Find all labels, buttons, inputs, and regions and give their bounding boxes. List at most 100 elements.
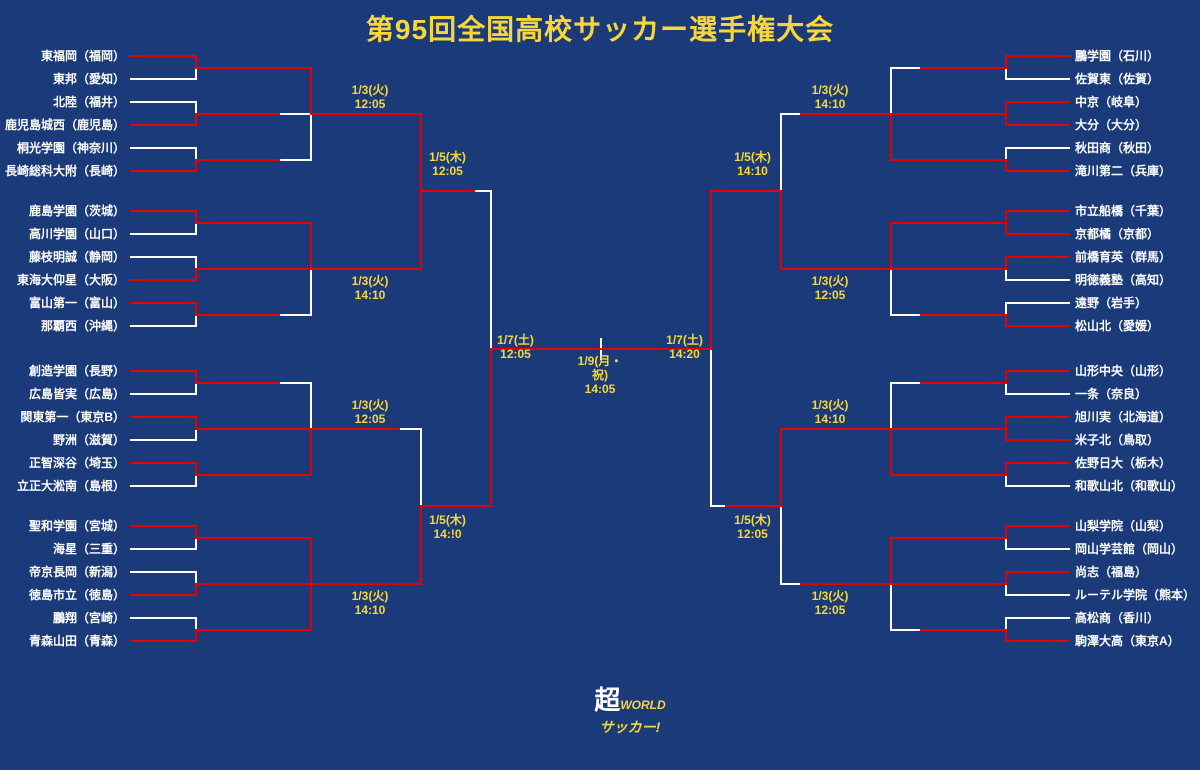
match-datetime: 1/7(土)12:05 (486, 333, 546, 362)
bracket-line (920, 113, 1005, 115)
team-label: 岡山学芸館（岡山） (1075, 540, 1183, 557)
tournament-title: 第95回全国高校サッカー選手権大会 (0, 8, 1200, 48)
bracket-line (920, 537, 1005, 539)
match-datetime: 1/5(木)14:10 (723, 150, 783, 179)
bracket-line (130, 124, 195, 126)
bracket-line (130, 78, 195, 80)
bracket-line (195, 113, 197, 127)
bracket-line (800, 113, 890, 115)
site-logo: 超WORLD サッカー! (560, 680, 700, 737)
bracket-line (475, 505, 490, 507)
bracket-line (890, 382, 920, 384)
bracket-line (920, 382, 1005, 384)
bracket-line (130, 170, 195, 172)
bracket-line (130, 279, 195, 281)
team-label: 北陸（福井） (53, 93, 125, 110)
bracket-line (130, 462, 195, 464)
bracket-line (195, 629, 197, 643)
bracket-line (540, 348, 600, 350)
team-label: 野洲（滋賀） (53, 431, 125, 448)
bracket-line (780, 113, 800, 115)
team-label: 山形中央（山形） (1075, 362, 1171, 379)
team-label: 一条（奈良） (1075, 385, 1147, 402)
bracket-line (890, 113, 920, 115)
bracket-line (400, 428, 420, 430)
bracket-line (130, 256, 195, 258)
bracket-line (1005, 370, 1070, 372)
match-datetime: 1/3(火)12:05 (340, 83, 400, 112)
bracket-line (400, 583, 420, 585)
bracket-line (1005, 325, 1070, 327)
bracket-line (310, 428, 312, 476)
bracket-line (890, 67, 920, 69)
bracket-line (130, 147, 195, 149)
bracket-line (1005, 78, 1070, 80)
bracket-line (725, 190, 780, 192)
team-label: 東福岡（福岡） (41, 47, 125, 64)
bracket-line (1005, 101, 1070, 103)
bracket-line (600, 348, 660, 350)
bracket-line (130, 302, 195, 304)
team-label: 松山北（愛媛） (1075, 317, 1159, 334)
bracket-line (1005, 416, 1070, 418)
bracket-line (130, 439, 195, 441)
bracket-line (310, 583, 400, 585)
team-label: 秋田商（秋田） (1075, 139, 1159, 156)
team-label: 米子北（鳥取） (1075, 431, 1159, 448)
bracket-line (920, 67, 1005, 69)
team-label: 海星（三重） (53, 540, 125, 557)
bracket-line (1005, 314, 1007, 328)
bracket-line (1005, 594, 1070, 596)
bracket-line (310, 113, 400, 115)
bracket-line (1005, 55, 1007, 69)
team-label: 東邦（愛知） (53, 70, 125, 87)
bracket-line (130, 393, 195, 395)
bracket-line (1005, 462, 1070, 464)
bracket-line (1005, 571, 1070, 573)
logo-top: WORLD (620, 698, 665, 712)
bracket-line (890, 268, 920, 270)
team-label: 山梨学院（山梨） (1075, 517, 1171, 534)
bracket-line (920, 314, 1005, 316)
bracket-line (310, 268, 400, 270)
bracket-line (1005, 222, 1007, 236)
bracket-line (1005, 370, 1007, 384)
bracket-line (890, 474, 920, 476)
team-label: 前橋育英（群馬） (1075, 248, 1171, 265)
team-label: 佐野日大（栃木） (1075, 454, 1171, 471)
bracket-line (920, 159, 1005, 161)
bracket-line (710, 190, 725, 192)
team-label: 藤枝明誠（静岡） (29, 248, 125, 265)
bracket-line (800, 583, 890, 585)
bracket-line (920, 629, 1005, 631)
bracket-line (280, 583, 310, 585)
bracket-line (780, 268, 800, 270)
bracket-line (195, 314, 280, 316)
bracket-line (280, 428, 310, 430)
team-label: 那覇西（沖縄） (41, 317, 125, 334)
bracket-line (890, 222, 920, 224)
bracket-line (1005, 525, 1007, 539)
bracket-line (780, 190, 782, 270)
bracket-line (1005, 428, 1007, 442)
bracket-line (1005, 393, 1070, 395)
bracket-line (1005, 256, 1007, 270)
bracket-line (890, 113, 892, 161)
logo-main: 超 (594, 685, 620, 715)
bracket-line (890, 537, 892, 585)
match-datetime: 1/3(火)12:05 (800, 589, 860, 618)
team-label: 京都橘（京都） (1075, 225, 1159, 242)
match-datetime: 1/3(火)14:10 (800, 83, 860, 112)
bracket-line (280, 222, 310, 224)
team-label: 鹿児島城西（鹿児島） (5, 116, 125, 133)
bracket-line (195, 113, 280, 115)
bracket-line (1005, 159, 1007, 173)
team-label: 徳島市立（徳島） (29, 586, 125, 603)
bracket-line (280, 382, 310, 384)
team-label: 鵬学園（石川） (1075, 47, 1159, 64)
team-label: 富山第一（富山） (29, 294, 125, 311)
match-datetime: 1/3(火)14:10 (800, 398, 860, 427)
bracket-line (1005, 525, 1070, 527)
match-datetime: 1/7(土)14:20 (655, 333, 715, 362)
bracket-line (420, 190, 422, 270)
